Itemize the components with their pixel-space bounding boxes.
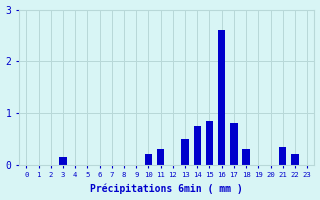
- Bar: [230, 123, 237, 165]
- X-axis label: Précipitations 6min ( mm ): Précipitations 6min ( mm ): [90, 184, 243, 194]
- Bar: [194, 126, 201, 165]
- Bar: [206, 121, 213, 165]
- Bar: [181, 139, 189, 165]
- Bar: [243, 149, 250, 165]
- Bar: [218, 30, 225, 165]
- Bar: [291, 154, 299, 165]
- Bar: [279, 147, 286, 165]
- Bar: [145, 154, 152, 165]
- Bar: [59, 157, 67, 165]
- Bar: [157, 149, 164, 165]
